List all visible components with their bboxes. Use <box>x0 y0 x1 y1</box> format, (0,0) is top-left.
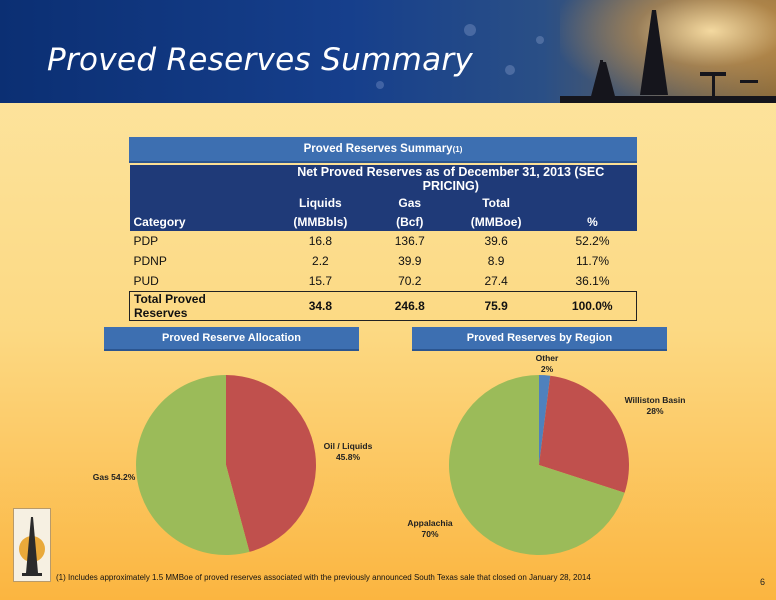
table-cell: 15.7 <box>308 274 333 288</box>
table-title-bar: Proved Reserves Summary (1) <box>129 137 637 163</box>
pie-slice-appalachia <box>449 375 625 556</box>
table-cell: 52.2% <box>575 234 610 248</box>
table-cell: 75.9 <box>443 291 549 321</box>
table-title: Proved Reserves Summary <box>303 143 453 155</box>
table-header-cell <box>548 193 637 212</box>
table-cell: PDNP <box>133 254 167 268</box>
table-header-cell: Category <box>129 212 265 231</box>
header-banner: Proved Reserves Summary <box>0 0 776 103</box>
pie-slice-gas-54-2 <box>135 375 250 555</box>
table-header-row-bottom: Category (MMBbls) (Bcf) (MMBoe) % <box>129 212 637 231</box>
table-cell: 246.8 <box>375 291 444 321</box>
footnote: (1) Includes approximately 1.5 MMBoe of … <box>56 573 591 582</box>
table-cell: 16.8 <box>308 234 333 248</box>
pie-slice-williston-basin <box>539 375 629 493</box>
table-cell: PUD <box>133 274 159 288</box>
table-header-cell: Liquids <box>265 193 376 212</box>
table-cell: 36.1% <box>575 274 610 288</box>
table-cell: Total Proved Reserves <box>129 291 265 321</box>
table-header-cell: Total <box>443 193 549 212</box>
table-header-cell: (MMBoe) <box>443 212 549 231</box>
company-logo <box>13 508 51 582</box>
table-header-row-top: Liquids Gas Total <box>129 193 637 212</box>
page-number: 6 <box>760 577 766 587</box>
table-cell: 100.0% <box>548 291 637 321</box>
table-group-header: Net Proved Reserves as of December 31, 2… <box>265 165 637 193</box>
table-cell: 27.4 <box>484 274 508 288</box>
oil-rig-silhouette-icon <box>376 10 776 103</box>
pie-slice-other <box>539 375 551 465</box>
table-total-row: Total Proved Reserves 34.8 246.8 75.9 10… <box>129 291 637 321</box>
allocation-chart-title: Proved Reserve Allocation <box>104 327 359 351</box>
pie-slice-oil-liquids <box>226 375 316 552</box>
table-cell: 8.9 <box>487 254 505 268</box>
table-header-cell: (Bcf) <box>375 212 444 231</box>
pie-label: Appalachia <box>407 518 453 528</box>
derrick-logo-icon <box>19 517 45 576</box>
table-cell: 136.7 <box>394 234 425 248</box>
table-cell: 70.2 <box>398 274 422 288</box>
table-header-cell: (MMBbls) <box>265 212 376 231</box>
table-cell: 2.2 <box>312 254 329 268</box>
pie-value-label: 70% <box>421 529 438 539</box>
pie-label: Other <box>536 353 559 363</box>
table-header-cell: Gas <box>375 193 444 212</box>
pie-value-label: 45.8% <box>336 452 361 462</box>
pie-value-label: 2% <box>541 364 554 374</box>
table-title-footnote-ref: (1) <box>452 144 463 154</box>
table-cell: 39.6 <box>484 234 508 248</box>
table-cell: PDP <box>133 234 159 248</box>
pie-value-label: 28% <box>646 406 663 416</box>
table-row: PDNP 2.2 39.9 8.9 11.7% <box>130 251 637 271</box>
table-group-header-row: Net Proved Reserves as of December 31, 2… <box>129 165 637 193</box>
table-header-cell: % <box>548 212 637 231</box>
reserves-table: Net Proved Reserves as of December 31, 2… <box>129 165 637 321</box>
table-header-blank <box>129 165 265 193</box>
page-title: Proved Reserves Summary <box>47 42 474 78</box>
table-header-cell <box>129 193 265 212</box>
region-chart-title: Proved Reserves by Region <box>412 327 667 351</box>
table-cell: 11.7% <box>575 254 610 268</box>
table-cell: 34.8 <box>265 291 376 321</box>
pie-label: Oil / Liquids <box>324 441 373 451</box>
table-row: PDP 16.8 136.7 39.6 52.2% <box>130 231 637 251</box>
table-cell: 39.9 <box>398 254 422 268</box>
pie-label: Williston Basin <box>625 395 686 405</box>
pie-label: Gas 54.2% <box>93 472 136 482</box>
table-row: PUD 15.7 70.2 27.4 36.1% <box>130 271 637 292</box>
